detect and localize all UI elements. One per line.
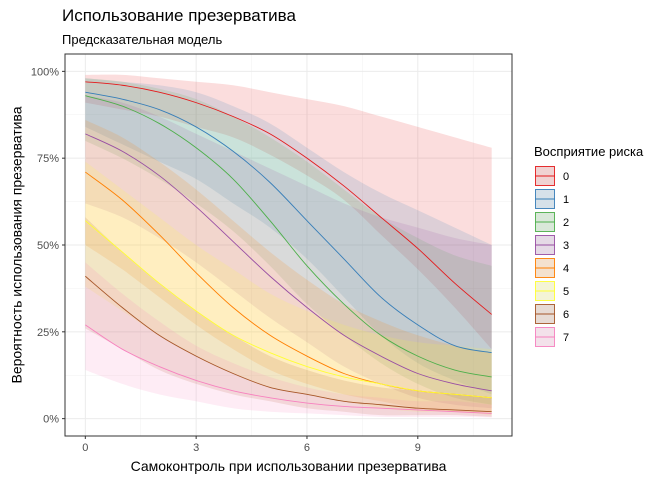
chart-title: Использование презерватива [62, 6, 296, 25]
ribbon-series-5 [85, 161, 492, 416]
legend-key-0: 0 [535, 166, 569, 186]
chart-subtitle: Предсказательная модель [62, 32, 223, 47]
y-tick-label: 50% [37, 240, 59, 252]
line-series-5 [85, 220, 492, 399]
y-tick-label: 25% [37, 327, 59, 339]
legend: Восприятие риска 0 1 2 3 4 5 6 7 [534, 144, 644, 347]
legend-label: 6 [563, 309, 569, 321]
line-series-7 [85, 324, 492, 414]
legend-key-6: 6 [535, 304, 569, 324]
legend-label: 1 [563, 194, 569, 206]
line-series-2 [85, 95, 492, 378]
legend-title: Восприятие риска [534, 144, 644, 159]
x-tick-label: 0 [82, 442, 88, 454]
line-series-0 [85, 81, 492, 315]
legend-key-4: 4 [535, 258, 569, 278]
x-tick-label: 6 [304, 442, 310, 454]
ribbon-series-6 [85, 217, 492, 417]
legend-label: 4 [563, 263, 569, 275]
legend-label: 2 [563, 217, 569, 229]
plot-panel [65, 54, 512, 436]
y-tick-label: 75% [37, 153, 59, 165]
legend-key-1: 1 [535, 189, 569, 209]
legend-key-7: 7 [535, 327, 569, 347]
line-series-1 [85, 91, 492, 354]
ribbon-series-0 [85, 74, 492, 350]
line-series-6 [85, 275, 492, 413]
axes: 0% 25% 50% 75% 100% 0 3 6 9 [31, 66, 421, 454]
series-lines [85, 81, 492, 414]
ribbon-series-2 [85, 78, 492, 405]
x-axis-title: Самоконтроль при использовании презерват… [131, 458, 447, 474]
legend-key-5: 5 [535, 281, 569, 301]
ribbon-series-7 [85, 262, 492, 418]
y-axis-title: Вероятность использования презерватива [9, 106, 25, 383]
legend-label: 5 [563, 286, 569, 298]
line-series-3 [85, 133, 492, 392]
x-tick-label: 9 [415, 442, 421, 454]
ribbon-series-3 [85, 95, 492, 409]
y-tick-label: 100% [31, 66, 59, 78]
legend-key-2: 2 [535, 212, 569, 232]
legend-label: 3 [563, 240, 569, 252]
x-tick-label: 3 [193, 442, 199, 454]
legend-label: 0 [563, 171, 569, 183]
ribbon-series-1 [85, 78, 492, 395]
ribbons [85, 74, 492, 418]
ribbon-series-4 [85, 119, 492, 412]
legend-key-3: 3 [535, 235, 569, 255]
y-tick-label: 0% [43, 414, 59, 426]
legend-label: 7 [563, 332, 569, 344]
